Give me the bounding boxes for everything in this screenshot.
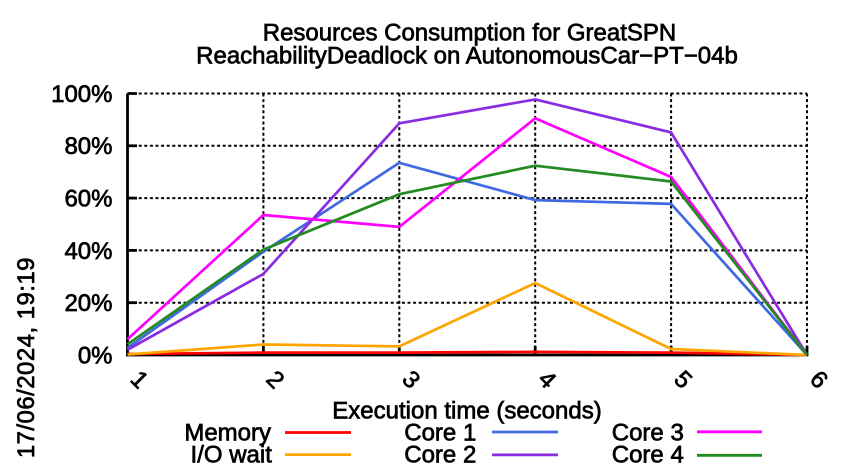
svg-text:ReachabilityDeadlock on Autono: ReachabilityDeadlock on AutonomousCar−PT… [196,43,738,70]
svg-text:Core 4: Core 4 [612,442,684,469]
svg-text:Resources Consumption for Grea: Resources Consumption for GreatSPN [263,20,677,47]
svg-text:80%: 80% [64,133,112,160]
svg-text:0%: 0% [78,342,113,369]
svg-text:17/06/2024, 19:19: 17/06/2024, 19:19 [13,257,40,458]
svg-text:Core 3: Core 3 [612,420,684,447]
svg-text:60%: 60% [64,186,112,213]
svg-text:20%: 20% [64,290,112,317]
svg-text:Core 2: Core 2 [404,442,476,469]
svg-text:Memory: Memory [184,420,271,447]
svg-text:Execution time (seconds): Execution time (seconds) [332,398,601,425]
svg-text:I/O wait: I/O wait [191,442,273,469]
svg-text:100%: 100% [51,81,112,108]
svg-text:Core 1: Core 1 [404,420,476,447]
svg-text:40%: 40% [64,238,112,265]
